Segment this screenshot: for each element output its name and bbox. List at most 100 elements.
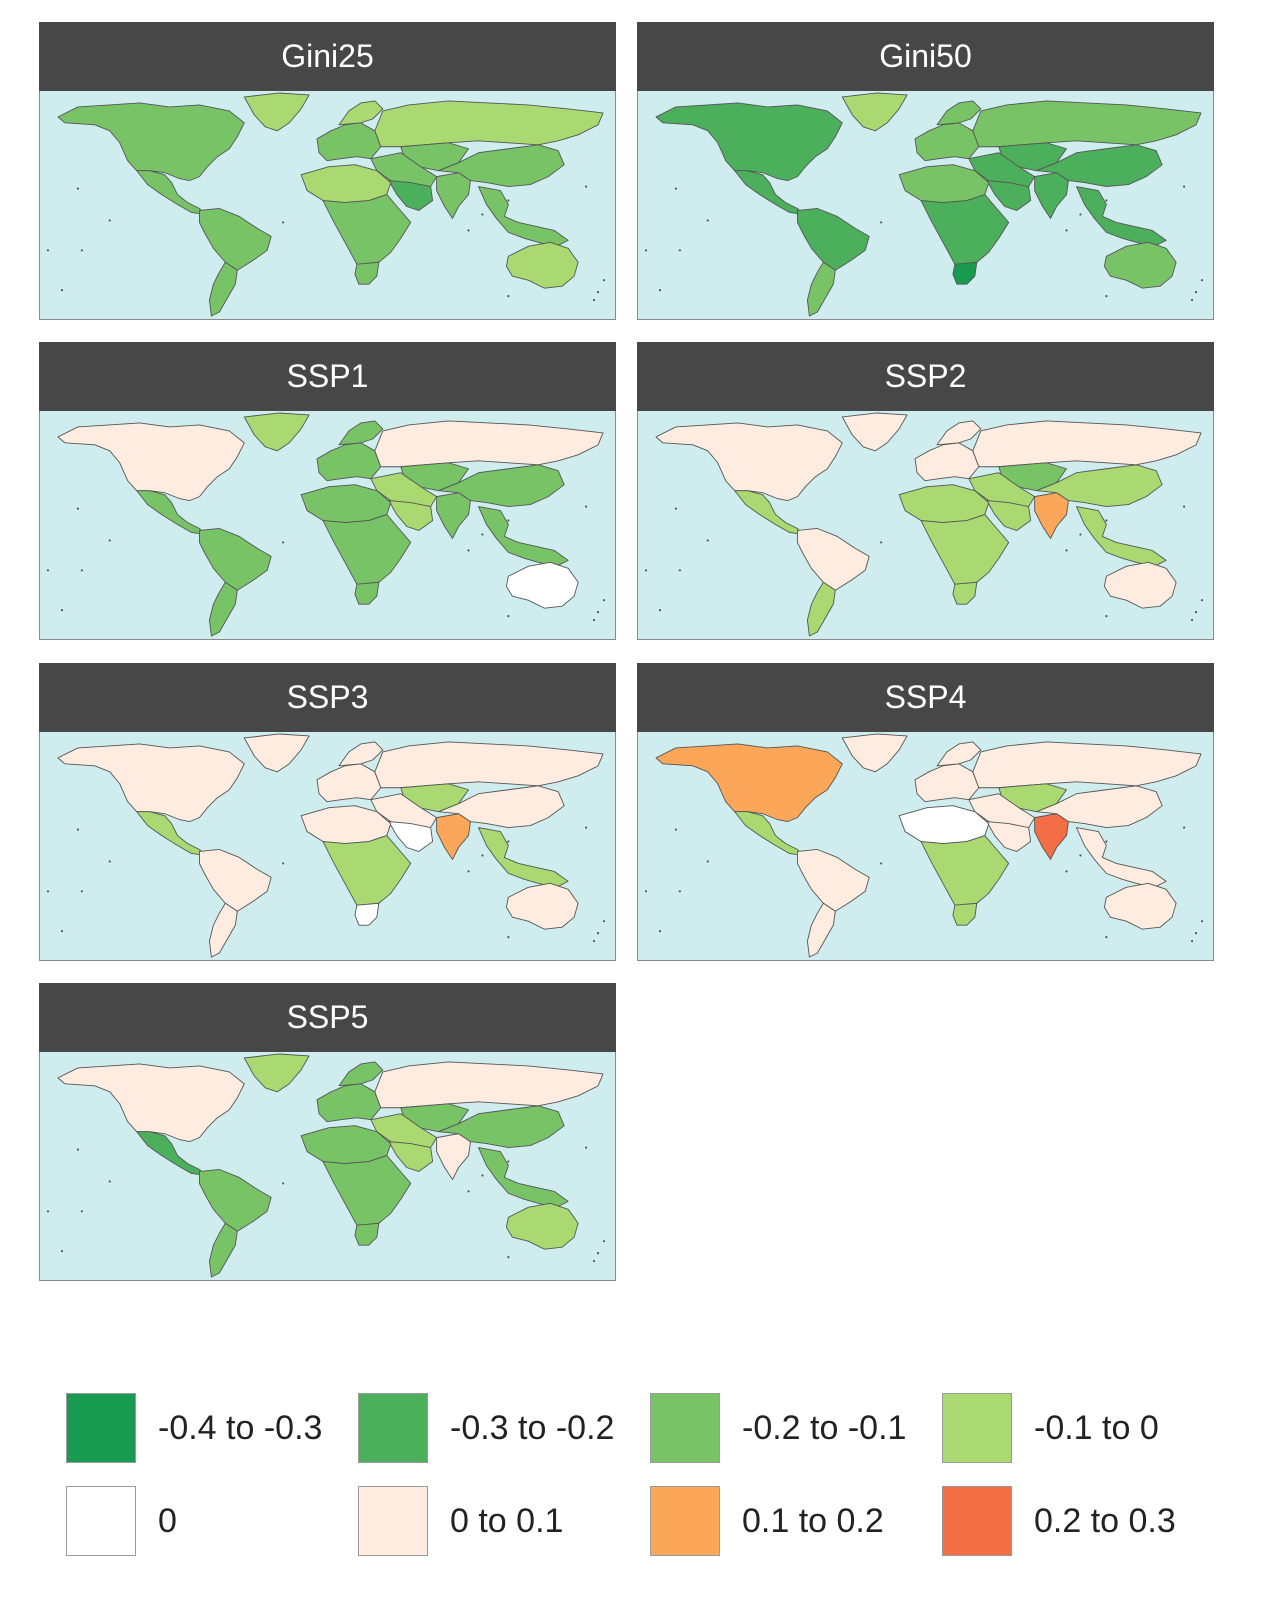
island-dot	[1194, 932, 1198, 935]
island-dot	[507, 519, 510, 522]
region-southcone	[806, 902, 836, 958]
island-dot	[1183, 185, 1186, 188]
region-southafrica	[354, 261, 380, 285]
legend-label: -0.2 to -0.1	[742, 1408, 907, 1447]
region-samerica	[796, 528, 870, 591]
region-samerica	[198, 528, 272, 591]
panel-title: SSP5	[39, 983, 616, 1052]
region-seasia	[478, 827, 569, 888]
island-dot	[658, 930, 662, 933]
island-dot	[602, 920, 606, 923]
legend-swatch	[942, 1393, 1012, 1463]
legend-swatch	[358, 1486, 428, 1556]
legend: -0.4 to -0.3 -0.3 to -0.2 -0.2 to -0.1 -…	[66, 1393, 1266, 1563]
legend-swatch	[650, 1393, 720, 1463]
region-southcone	[208, 261, 238, 317]
island-dot	[585, 505, 588, 508]
region-camerica	[136, 811, 206, 856]
legend-item: 0	[66, 1486, 177, 1556]
island-dot	[282, 1182, 285, 1185]
region-southafrica	[354, 1222, 380, 1246]
island-dot	[1190, 618, 1194, 622]
map-svg	[40, 91, 615, 319]
island-dot	[674, 828, 677, 831]
region-namerica	[655, 102, 843, 182]
region-australia	[505, 882, 579, 930]
island-dot	[108, 1180, 111, 1183]
panel-gini25: Gini25	[39, 22, 616, 320]
region-seasia	[1076, 186, 1167, 247]
region-namerica	[57, 1063, 245, 1143]
island-dot	[108, 539, 111, 542]
panel-ssp5: SSP5	[39, 983, 616, 1281]
panel-title: Gini50	[637, 22, 1214, 91]
legend-swatch	[66, 1486, 136, 1556]
island-dot	[1065, 549, 1068, 552]
region-safrica	[322, 514, 412, 587]
island-dot	[76, 507, 79, 510]
island-dot	[678, 890, 681, 893]
region-southafrica	[952, 581, 978, 605]
island-dot	[880, 221, 883, 224]
island-dot	[80, 890, 83, 893]
panel-title: SSP4	[637, 663, 1214, 732]
world-map	[637, 732, 1214, 961]
island-dot	[585, 826, 588, 829]
region-europe	[914, 122, 980, 162]
region-greenland	[841, 412, 908, 452]
legend-label: 0.2 to 0.3	[1034, 1501, 1176, 1540]
region-arabia	[388, 500, 434, 531]
legend-label: 0.1 to 0.2	[742, 1501, 884, 1540]
map-svg	[638, 732, 1213, 960]
island-dot	[1183, 826, 1186, 829]
region-scandinavia	[338, 1061, 384, 1087]
island-dot	[108, 860, 111, 863]
island-dot	[507, 1160, 510, 1163]
region-scandinavia	[936, 100, 982, 126]
region-samerica	[796, 208, 870, 271]
island-dot	[1105, 199, 1108, 202]
region-scandinavia	[338, 741, 384, 767]
region-europe	[316, 442, 382, 482]
island-dot	[706, 219, 709, 222]
island-dot	[1079, 533, 1082, 536]
world-map	[39, 732, 616, 961]
region-camerica	[136, 1131, 206, 1176]
region-scandinavia	[936, 741, 982, 767]
region-southcone	[208, 1222, 238, 1278]
region-seasia	[1076, 506, 1167, 567]
region-namerica	[57, 743, 245, 823]
region-arabia	[388, 180, 434, 211]
region-australia	[505, 561, 579, 609]
island-dot	[1183, 505, 1186, 508]
island-dot	[1105, 519, 1108, 522]
island-dot	[592, 618, 596, 622]
island-dot	[1105, 295, 1108, 298]
island-dot	[282, 221, 285, 224]
panel-ssp2: SSP2	[637, 342, 1214, 640]
panel-ssp3: SSP3	[39, 663, 616, 961]
island-dot	[76, 1148, 79, 1151]
region-seasia	[1076, 827, 1167, 888]
island-dot	[282, 541, 285, 544]
region-europe	[914, 442, 980, 482]
region-samerica	[198, 1169, 272, 1232]
region-greenland	[243, 412, 310, 452]
region-australia	[1103, 561, 1177, 609]
world-map	[637, 411, 1214, 640]
legend-swatch	[650, 1486, 720, 1556]
island-dot	[592, 939, 596, 943]
island-dot	[80, 249, 83, 252]
island-dot	[1200, 599, 1204, 602]
region-china	[438, 1105, 565, 1149]
region-safrica	[322, 1155, 412, 1228]
world-map	[39, 1052, 616, 1281]
region-southcone	[208, 902, 238, 958]
island-dot	[1065, 229, 1068, 232]
region-china	[1036, 785, 1163, 829]
region-camerica	[136, 170, 206, 215]
panel-ssp1: SSP1	[39, 342, 616, 640]
island-dot	[1194, 291, 1198, 294]
island-dot	[596, 932, 600, 935]
island-dot	[108, 219, 111, 222]
